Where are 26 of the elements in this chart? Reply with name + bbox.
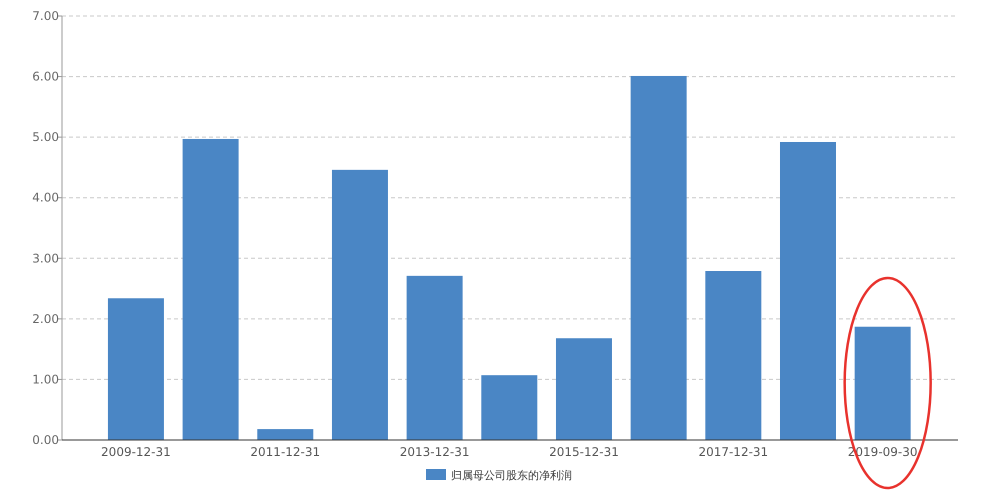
legend-label: 归属母公司股东的净利润 <box>451 469 572 482</box>
bar <box>705 271 762 440</box>
bar <box>780 142 836 440</box>
bar <box>854 326 911 440</box>
y-tick-label: 2.00 <box>32 312 59 326</box>
y-tick-label: 0.00 <box>32 433 59 447</box>
x-tick-label: 2011-12-31 <box>250 445 320 459</box>
bar <box>630 76 687 440</box>
y-tick-label: 3.00 <box>32 251 59 266</box>
bar <box>556 338 612 440</box>
y-tick-label: 1.00 <box>32 372 59 386</box>
y-tick-label: 6.00 <box>32 70 59 84</box>
bar <box>257 429 314 440</box>
bar <box>108 298 164 440</box>
x-tick-label: 2013-12-31 <box>400 445 470 459</box>
x-tick-label: 2009-12-31 <box>101 445 171 459</box>
y-tick-label: 5.00 <box>32 130 59 144</box>
x-tick-label: 2017-12-31 <box>698 445 768 459</box>
legend: 归属母公司股东的净利润 <box>426 469 572 482</box>
y-tick-label: 7.00 <box>32 9 59 23</box>
y-tick-label: 4.00 <box>32 190 59 205</box>
bar <box>182 138 239 440</box>
bar <box>406 276 463 440</box>
bar <box>481 375 538 440</box>
x-tick-label: 2015-12-31 <box>549 445 619 459</box>
bar <box>332 170 388 440</box>
